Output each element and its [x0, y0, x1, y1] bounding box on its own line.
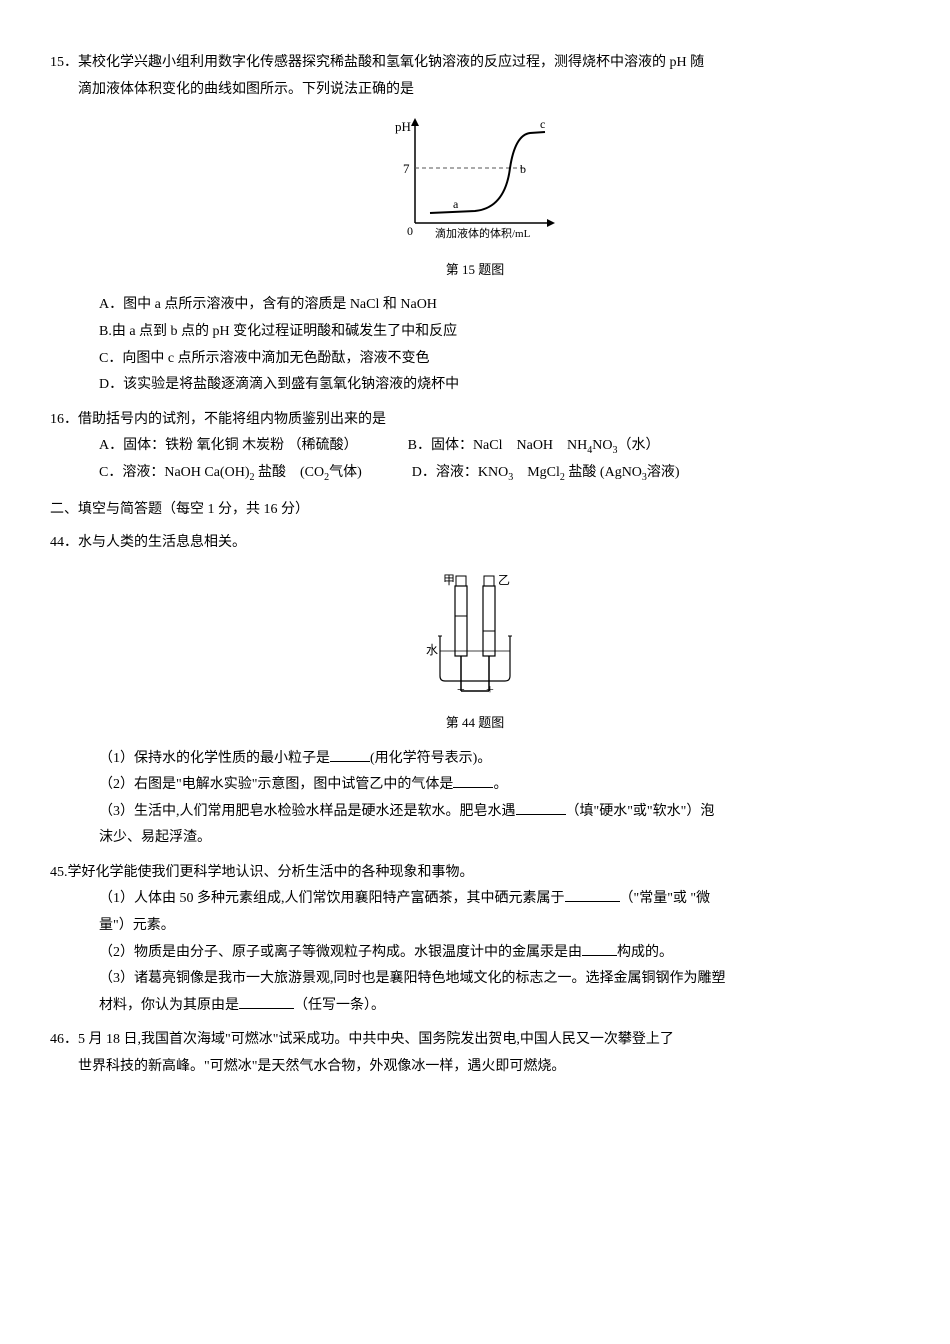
q45-blank3: [239, 994, 294, 1009]
label-pos: +: [486, 683, 494, 696]
q16-number: 16．: [50, 412, 78, 427]
q44-blank3: [516, 800, 566, 815]
q44-sub2: （2）右图是"电解水实验"示意图，图中试管乙中的气体是 。: [50, 772, 900, 799]
q44-sub1: （1）保持水的化学性质的最小粒子是 (用化学符号表示)。: [50, 746, 900, 773]
q45-sub1-line1: （1）人体由 50 多种元素组成,人们常饮用襄阳特产富硒茶，其中硒元素属于 （"常…: [50, 886, 900, 913]
tube-left: [455, 586, 467, 656]
q16-optD-mid: MgCl: [513, 465, 560, 480]
q44-sub3-mid: （填"硬水"或"软水"）泡: [566, 804, 715, 819]
point-b: b: [520, 162, 526, 176]
q15-stem1-text: 某校化学兴趣小组利用数字化传感器探究稀盐酸和氢氧化钠溶液的反应过程，测得烧杯中溶…: [78, 55, 704, 70]
q15-optC: C．向图中 c 点所示溶液中滴加无色酚酞，溶液不变色: [50, 346, 900, 373]
yval-7: 7: [403, 161, 410, 176]
q44-sub2-post: 。: [493, 777, 507, 792]
q46-number: 46．: [50, 1032, 78, 1047]
point-c: c: [540, 117, 545, 131]
label-water: 水: [426, 643, 438, 657]
q45-stem-text: 学好化学能使我们更科学地认识、分析生活中的各种现象和事物。: [68, 865, 474, 880]
q45-sub1-pre: （1）人体由 50 多种元素组成,人们常饮用襄阳特产富硒茶，其中硒元素属于: [99, 891, 565, 906]
q16-optC: C．溶液：NaOH Ca(OH)2 盐酸 (CO2气体): [99, 460, 362, 487]
q16-optD-mid2: 盐酸 (AgNO: [565, 465, 642, 480]
q16-optC-end: 气体): [329, 465, 362, 480]
q45-sub1-post: （"常量"或 "微: [620, 891, 711, 906]
curve: [430, 132, 545, 213]
q45-sub3-l2-post: （任写一条）。: [294, 998, 385, 1013]
q15-number: 15．: [50, 55, 78, 70]
q15-stem-line2: 滴加液体体积变化的曲线如图所示。下列说法正确的是: [50, 77, 900, 104]
valve-right: [484, 576, 494, 586]
valve-left: [456, 576, 466, 586]
q16-stem: 16．借助括号内的试剂，不能将组内物质鉴别出来的是: [50, 407, 900, 434]
q16-optB-end: （水）: [618, 438, 660, 453]
xlabel: 滴加液体的体积/mL: [435, 226, 531, 240]
q45-blank1: [565, 887, 620, 902]
q16-optD: D．溶液：KNO3 MgCl2 盐酸 (AgNO3溶液): [412, 460, 680, 487]
q16-optB-post: NO: [592, 438, 612, 453]
q16-optD-pre: D．溶液：KNO: [412, 465, 508, 480]
q16-optC-mid: 盐酸 (CO: [254, 465, 324, 480]
q16-optC-pre: C．溶液：NaOH Ca(OH): [99, 465, 249, 480]
label-jia: 甲: [443, 573, 455, 587]
q46-stem-line2: 世界科技的新高峰。"可燃冰"是天然气水合物，外观像冰一样，遇火即可燃烧。: [50, 1054, 900, 1081]
q44-sub3-line2: 沫少、易起浮渣。: [50, 825, 900, 852]
question-44: 44．水与人类的生活息息相关。 甲 乙 水 −: [50, 530, 900, 852]
q15-figure: pH 7 0 a b c 滴加液体的体积/mL 第 15 题图: [50, 113, 900, 282]
q45-sub3-line2: 材料，你认为其原由是 （任写一条）。: [50, 993, 900, 1020]
q15-optB: B.由 a 点到 b 点的 pH 变化过程证明酸和碱发生了中和反应: [50, 319, 900, 346]
q46-stem1-text: 5 月 18 日,我国首次海域"可燃冰"试采成功。中共中央、国务院发出贺电,中国…: [78, 1032, 674, 1047]
q44-svg: 甲 乙 水 − +: [410, 566, 540, 696]
q45-blank2: [582, 941, 617, 956]
point-a: a: [453, 197, 459, 211]
q15-optD: D．该实验是将盐酸逐滴滴入到盛有氢氧化钠溶液的烧杯中: [50, 372, 900, 399]
section2-header: 二、填空与简答题（每空 1 分，共 16 分）: [50, 497, 900, 524]
q16-optA: A．固体：铁粉 氧化铜 木炭粉 （稀硫酸）: [99, 433, 358, 460]
beaker: [440, 636, 510, 681]
q44-figure: 甲 乙 水 − + 第 44 题图: [50, 566, 900, 735]
tube-right: [483, 586, 495, 656]
q44-number: 44．: [50, 535, 78, 550]
q44-sub1-post: (用化学符号表示)。: [370, 751, 491, 766]
ylabel: pH: [395, 119, 411, 134]
q44-sub1-pre: （1）保持水的化学性质的最小粒子是: [99, 751, 330, 766]
origin: 0: [407, 224, 413, 238]
q46-stem-line1: 46．5 月 18 日,我国首次海域"可燃冰"试采成功。中共中央、国务院发出贺电…: [50, 1027, 900, 1054]
q16-optB: B．固体：NaCl NaOH NH4NO3（水）: [408, 433, 660, 460]
question-46: 46．5 月 18 日,我国首次海域"可燃冰"试采成功。中共中央、国务院发出贺电…: [50, 1027, 900, 1080]
q45-sub2-pre: （2）物质是由分子、原子或离子等微观粒子构成。水银温度计中的金属汞是由: [99, 945, 582, 960]
q45-sub1-line2: 量"）元素。: [50, 913, 900, 940]
q15-optA: A．图中 a 点所示溶液中，含有的溶质是 NaCl 和 NaOH: [50, 292, 900, 319]
q45-sub3-line1: （3）诸葛亮铜像是我市一大旅游景观,同时也是襄阳特色地域文化的标志之一。选择金属…: [50, 966, 900, 993]
q45-sub3-l2-pre: 材料，你认为其原由是: [99, 998, 239, 1013]
q45-sub2: （2）物质是由分子、原子或离子等微观粒子构成。水银温度计中的金属汞是由 构成的。: [50, 940, 900, 967]
y-arrow: [411, 118, 419, 126]
q15-figure-caption: 第 15 题图: [50, 258, 900, 283]
q45-sub2-post: 构成的。: [617, 945, 673, 960]
q15-graph-svg: pH 7 0 a b c 滴加液体的体积/mL: [375, 113, 575, 243]
question-16: 16．借助括号内的试剂，不能将组内物质鉴别出来的是 A．固体：铁粉 氧化铜 木炭…: [50, 407, 900, 487]
q16-optD-end: 溶液): [647, 465, 680, 480]
q45-number: 45.: [50, 865, 68, 880]
q16-optB-pre: B．固体：NaCl NaOH NH: [408, 438, 588, 453]
q44-sub2-pre: （2）右图是"电解水实验"示意图，图中试管乙中的气体是: [99, 777, 453, 792]
question-45: 45.学好化学能使我们更科学地认识、分析生活中的各种现象和事物。 （1）人体由 …: [50, 860, 900, 1020]
label-neg: −: [457, 683, 465, 696]
q44-stem-text: 水与人类的生活息息相关。: [78, 535, 246, 550]
q44-stem: 44．水与人类的生活息息相关。: [50, 530, 900, 557]
q15-stem-line1: 15．某校化学兴趣小组利用数字化传感器探究稀盐酸和氢氧化钠溶液的反应过程，测得烧…: [50, 50, 900, 77]
q16-row1: A．固体：铁粉 氧化铜 木炭粉 （稀硫酸） B．固体：NaCl NaOH NH4…: [50, 433, 900, 460]
q44-blank1: [330, 747, 370, 762]
label-yi: 乙: [498, 573, 510, 587]
x-arrow: [547, 219, 555, 227]
q44-blank2: [453, 773, 493, 788]
q16-stem-text: 借助括号内的试剂，不能将组内物质鉴别出来的是: [78, 412, 386, 427]
q45-stem: 45.学好化学能使我们更科学地认识、分析生活中的各种现象和事物。: [50, 860, 900, 887]
q44-figure-caption: 第 44 题图: [50, 711, 900, 736]
q44-sub3-line1: （3）生活中,人们常用肥皂水检验水样品是硬水还是软水。肥皂水遇 （填"硬水"或"软…: [50, 799, 900, 826]
q44-sub3-pre: （3）生活中,人们常用肥皂水检验水样品是硬水还是软水。肥皂水遇: [99, 804, 516, 819]
question-15: 15．某校化学兴趣小组利用数字化传感器探究稀盐酸和氢氧化钠溶液的反应过程，测得烧…: [50, 50, 900, 399]
q16-row2: C．溶液：NaOH Ca(OH)2 盐酸 (CO2气体) D．溶液：KNO3 M…: [50, 460, 900, 487]
